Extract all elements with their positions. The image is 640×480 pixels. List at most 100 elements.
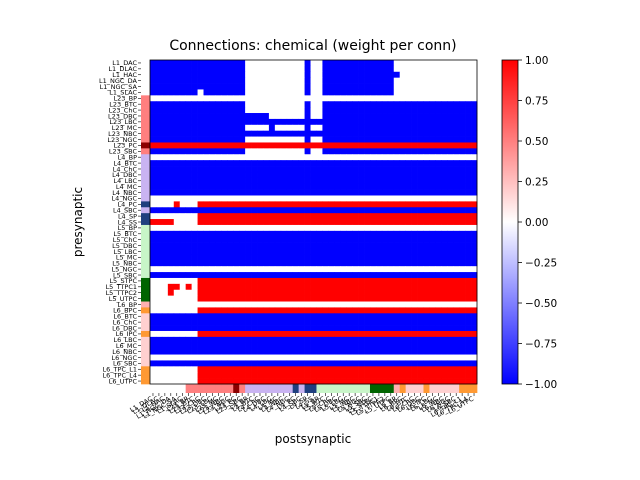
heatmap-cell	[381, 177, 389, 185]
heatmap-cell	[167, 107, 175, 114]
heatmap-cell	[257, 160, 264, 167]
heatmap-cell	[447, 130, 454, 137]
heatmap-cell	[358, 77, 365, 84]
heatmap-cell	[304, 342, 311, 349]
heatmap-cell	[352, 201, 359, 208]
heatmap-cell	[298, 142, 305, 149]
heatmap-cell	[245, 118, 252, 126]
heatmap-cell	[322, 330, 329, 338]
heatmap-cell	[310, 213, 317, 220]
heatmap-cell	[185, 283, 192, 291]
heatmap-cell	[233, 130, 240, 137]
heatmap-cell	[150, 213, 157, 220]
heatmap-cell	[203, 272, 210, 279]
heatmap-cell	[197, 118, 204, 126]
heatmap-cell	[245, 65, 252, 73]
heatmap-cell	[405, 160, 412, 167]
heatmap-cell	[316, 71, 323, 79]
heatmap-cell	[292, 77, 299, 84]
heatmap-cell	[465, 60, 472, 67]
heatmap-cell	[453, 107, 460, 114]
heatmap-cell	[239, 171, 246, 179]
heatmap-cell	[167, 77, 175, 84]
heatmap-cell	[375, 289, 383, 296]
row-group-swatch	[141, 195, 150, 202]
heatmap-cell	[471, 325, 478, 332]
heatmap-cell	[245, 325, 252, 332]
heatmap-cell	[340, 307, 347, 314]
heatmap-cell	[459, 195, 466, 202]
heatmap-cell	[328, 242, 335, 249]
heatmap-cell	[364, 260, 371, 267]
heatmap-cell	[209, 289, 216, 296]
row-tick-label: L5_LBC	[113, 248, 137, 256]
heatmap-cell	[310, 378, 317, 385]
heatmap-cell	[471, 201, 478, 208]
row-group-swatch	[141, 254, 150, 261]
heatmap-cell	[435, 330, 442, 338]
heatmap-cell	[429, 277, 436, 285]
heatmap-cell	[441, 295, 448, 302]
heatmap-cell	[155, 113, 163, 120]
heatmap-cell	[292, 254, 299, 261]
heatmap-cell	[251, 277, 258, 285]
heatmap-cell	[381, 307, 389, 314]
heatmap-cell	[233, 242, 240, 249]
heatmap-cell	[179, 277, 187, 285]
heatmap-cell	[423, 65, 430, 73]
heatmap-cell	[167, 213, 175, 220]
heatmap-cell	[233, 272, 240, 279]
heatmap-cell	[435, 366, 442, 373]
heatmap-cell	[429, 295, 436, 302]
heatmap-cell	[280, 236, 288, 243]
heatmap-cell	[233, 101, 240, 108]
heatmap-cell	[322, 160, 329, 167]
heatmap-cell	[167, 366, 175, 373]
heatmap-cell	[292, 372, 299, 379]
row-tick-label: L23_MC	[112, 124, 138, 132]
heatmap-cell	[346, 260, 353, 267]
heatmap-cell	[417, 248, 424, 255]
heatmap-cell	[197, 360, 204, 367]
heatmap-cell	[268, 189, 276, 196]
heatmap-cell	[435, 142, 442, 149]
heatmap-cell	[274, 236, 282, 243]
heatmap-cell	[352, 207, 359, 214]
heatmap-cell	[304, 136, 311, 143]
heatmap-cell	[393, 113, 401, 120]
heatmap-cell	[179, 260, 187, 267]
heatmap-cell	[251, 254, 258, 261]
heatmap-cell	[346, 236, 353, 243]
heatmap-cell	[316, 154, 323, 161]
heatmap-cell	[429, 136, 436, 143]
heatmap-cell	[161, 201, 169, 208]
heatmap-cell	[286, 130, 294, 137]
heatmap-cell	[167, 83, 175, 90]
heatmap-cell	[334, 242, 341, 249]
heatmap-cell	[429, 248, 436, 255]
heatmap-cell	[185, 301, 192, 308]
heatmap-cell	[423, 336, 430, 344]
heatmap-cell	[167, 136, 175, 143]
heatmap-cell	[233, 77, 240, 84]
heatmap-cell	[292, 295, 299, 302]
heatmap-cell	[167, 89, 175, 96]
heatmap-cell	[429, 89, 436, 96]
heatmap-cell	[435, 224, 442, 232]
heatmap-cell	[161, 177, 169, 185]
heatmap-cell	[346, 348, 353, 355]
heatmap-cell	[185, 171, 192, 179]
heatmap-cell	[417, 77, 424, 84]
heatmap-cell	[423, 301, 430, 308]
heatmap-cell	[298, 272, 305, 279]
heatmap-cell	[459, 289, 466, 296]
heatmap-cell	[173, 372, 181, 379]
heatmap-cell	[429, 289, 436, 296]
heatmap-cell	[227, 213, 234, 220]
heatmap-cell	[364, 154, 371, 161]
heatmap-cell	[346, 130, 353, 137]
heatmap-cell	[191, 378, 198, 385]
heatmap-cell	[286, 107, 294, 114]
heatmap-cell	[441, 83, 448, 90]
heatmap-cell	[405, 354, 412, 361]
